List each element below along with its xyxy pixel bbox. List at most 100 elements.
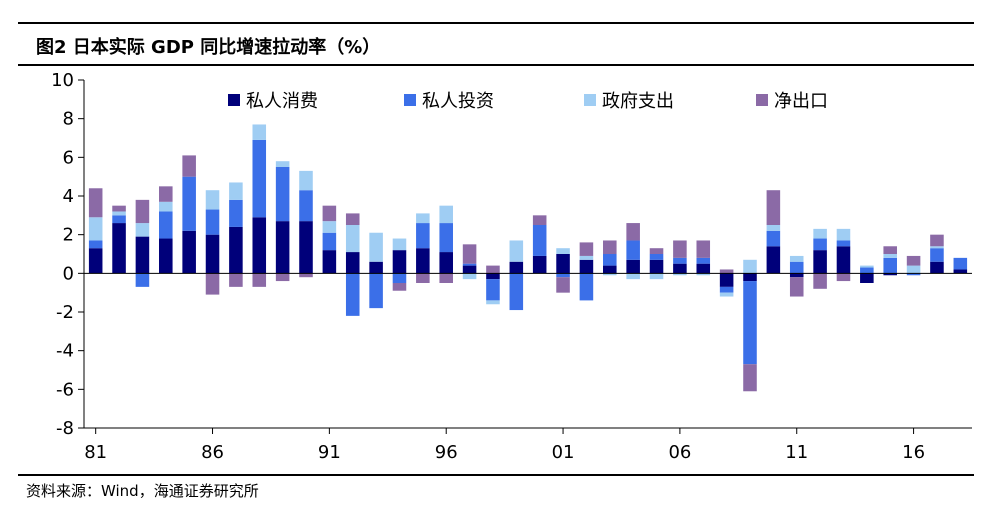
bar-segment xyxy=(135,199,150,224)
bar-segment xyxy=(813,273,827,289)
x-tick-label: 11 xyxy=(785,442,808,463)
bar-segment xyxy=(789,273,804,278)
bar-segment xyxy=(486,273,500,280)
x-tick-label: 81 xyxy=(84,442,107,463)
bar-segment xyxy=(860,267,874,274)
bar-segment xyxy=(906,265,921,274)
legend-swatch xyxy=(404,94,416,106)
x-tick-label: 86 xyxy=(201,442,224,463)
bar-segment xyxy=(159,186,173,202)
bar-segment xyxy=(135,236,150,274)
bar-segment xyxy=(836,246,851,274)
bar-segment xyxy=(369,261,383,274)
y-tick-label: 6 xyxy=(63,147,74,168)
bar-segment xyxy=(322,221,337,233)
bar-segment xyxy=(626,223,640,241)
bar-segment xyxy=(556,277,570,293)
bar-segment xyxy=(603,273,617,276)
bar-segment xyxy=(719,292,734,297)
bar-segment xyxy=(953,257,968,270)
bar-segment xyxy=(135,223,150,237)
bar-segment xyxy=(579,255,594,260)
bar-segment xyxy=(766,190,781,225)
bar-segment xyxy=(930,248,944,262)
x-tick-label: 01 xyxy=(552,442,575,463)
bar-segment xyxy=(766,230,781,247)
bar-segment xyxy=(229,226,243,274)
bar-segment xyxy=(743,364,757,392)
bar-segment xyxy=(275,167,290,222)
bar-segment xyxy=(743,281,757,365)
bar-segment xyxy=(392,283,407,291)
bar-segment xyxy=(299,221,313,274)
bar-segment xyxy=(603,265,617,274)
bar-segment xyxy=(649,273,664,280)
x-tick-label: 96 xyxy=(435,442,458,463)
bar-segment xyxy=(159,201,173,212)
bar-segment xyxy=(345,225,360,253)
legend-label: 政府支出 xyxy=(602,91,674,112)
title-bar: 图2 日本实际 GDP 同比增速拉动率（%） xyxy=(18,22,974,66)
x-tick-label: 06 xyxy=(668,442,691,463)
chart-title: 图2 日本实际 GDP 同比增速拉动率（%） xyxy=(36,37,381,58)
bar-segment xyxy=(416,223,430,249)
bar-segment xyxy=(252,273,267,287)
bar-segment xyxy=(392,238,407,251)
legend-swatch xyxy=(228,94,240,106)
y-tick-label: 4 xyxy=(63,186,74,207)
legend-swatch xyxy=(756,94,768,106)
source-divider xyxy=(18,474,974,476)
bar-segment xyxy=(509,240,524,262)
bar-segment xyxy=(369,273,383,309)
bar-segment xyxy=(579,273,594,301)
bar-segment xyxy=(603,254,617,266)
bar-segment xyxy=(112,205,126,212)
bar-segment xyxy=(883,254,897,258)
bar-segment xyxy=(439,252,453,274)
bar-segment xyxy=(579,259,594,274)
bar-segment xyxy=(673,257,687,264)
bar-segment xyxy=(299,273,313,278)
bar-segment xyxy=(719,286,734,293)
bar-segment xyxy=(509,261,524,274)
bar-segment xyxy=(159,238,173,274)
bar-segment xyxy=(439,273,453,283)
bar-segment xyxy=(532,225,547,256)
bar-segment xyxy=(556,254,570,274)
bar-segment xyxy=(252,217,267,274)
y-tick-label: 0 xyxy=(63,263,74,284)
bar-segment xyxy=(789,277,804,297)
plot-area: 1086420-2-4-6-881 86 91 96 01 06 11 16私人消费 私人投资政… xyxy=(51,70,972,463)
bar-segment xyxy=(252,124,267,140)
y-tick-label: 8 xyxy=(63,109,74,130)
bar-segment xyxy=(649,254,664,260)
source-note: 资料来源：Wind，海通证券研究所 xyxy=(26,482,259,500)
bar-segment xyxy=(299,190,313,222)
bar-segment xyxy=(906,255,921,266)
bar-segment xyxy=(275,161,290,167)
bar-segment xyxy=(275,221,290,274)
bar-segment xyxy=(205,190,220,210)
bar-segment xyxy=(182,230,196,274)
bar-segment xyxy=(696,263,711,274)
bar-segment xyxy=(673,263,687,274)
bar-segment xyxy=(603,240,617,254)
bar-segment xyxy=(626,240,640,260)
bar-segment xyxy=(766,225,781,231)
bar-segment xyxy=(789,255,804,262)
bar-segment xyxy=(906,273,921,276)
bar-segment xyxy=(205,273,220,295)
bar-segment xyxy=(813,250,827,274)
bar-segment xyxy=(112,211,126,216)
bar-segment xyxy=(509,273,524,311)
bar-segment xyxy=(883,257,897,274)
bar-segment xyxy=(229,273,243,287)
bar-segment xyxy=(462,273,477,280)
legend-label: 私人投资 xyxy=(422,91,494,112)
bar-segment xyxy=(836,273,851,282)
legend-label: 净出口 xyxy=(774,91,828,112)
bar-segment xyxy=(930,246,944,249)
bar-segment xyxy=(416,213,430,224)
bar-segment xyxy=(88,240,103,249)
